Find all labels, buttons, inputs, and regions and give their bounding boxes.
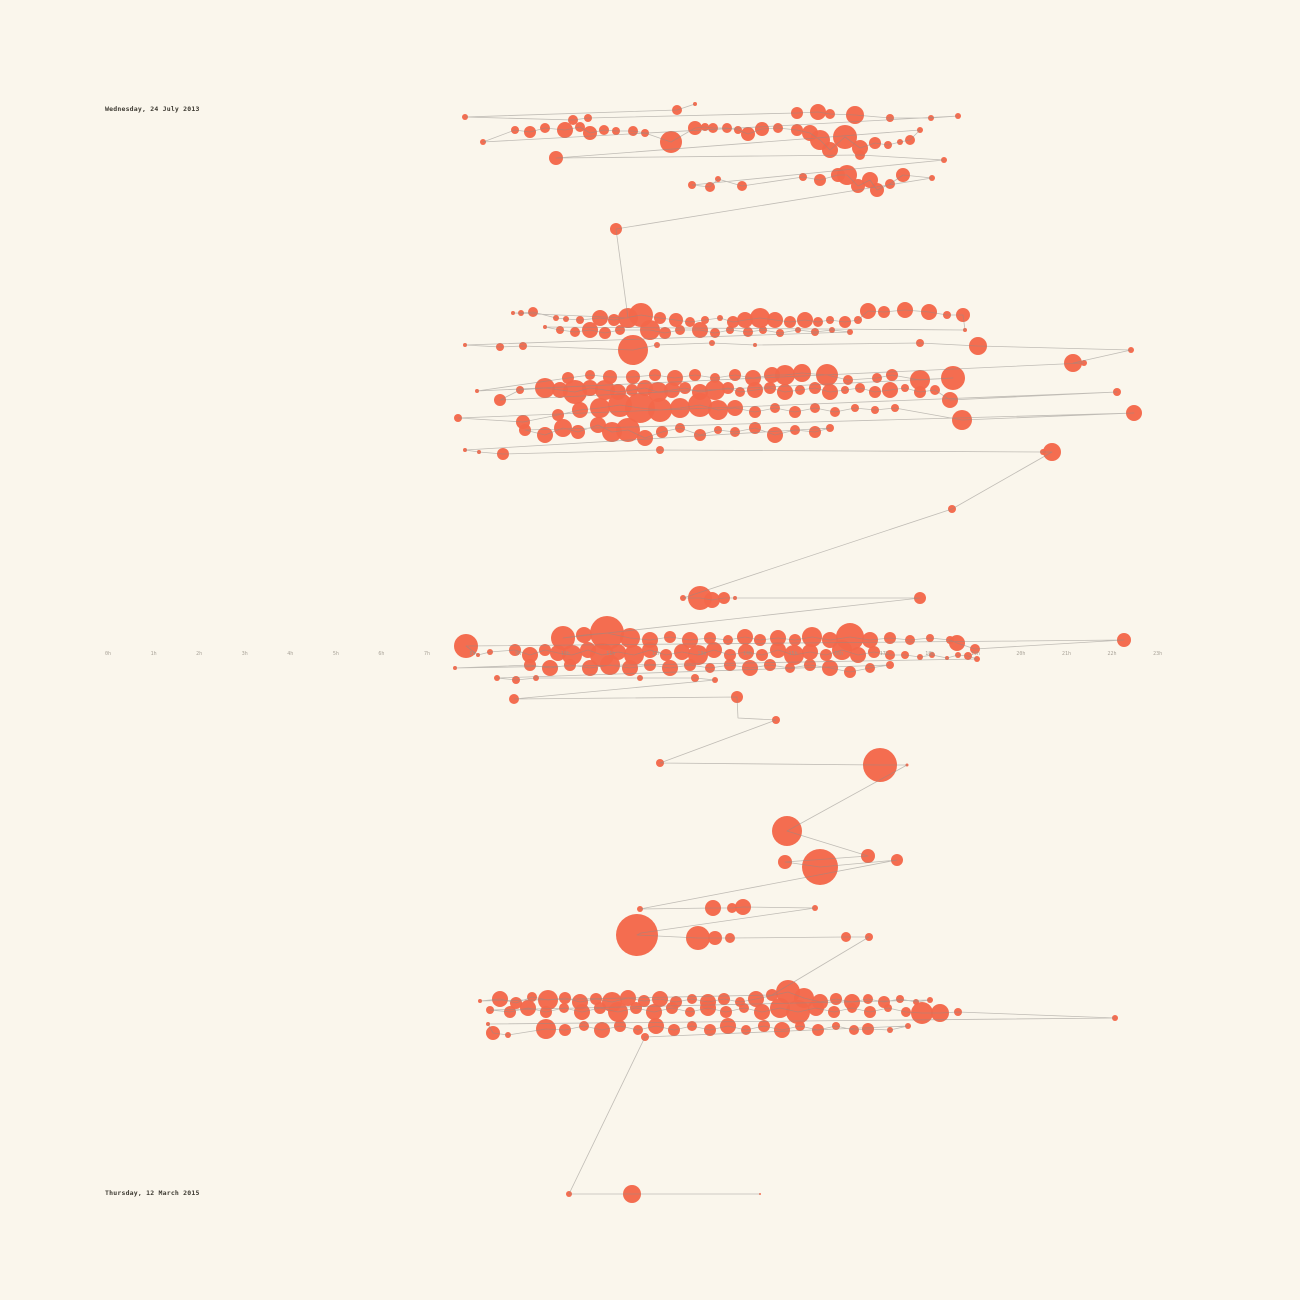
axis-hour-label: 4h: [287, 651, 293, 657]
end-date-label: Thursday, 12 March 2015: [105, 1189, 200, 1197]
axis-hour-label: 22h: [1108, 651, 1117, 657]
axis-hour-label: 15h: [789, 651, 798, 657]
chronological-connection-path: [454, 103, 1135, 1195]
axis-hour-label: 7h: [424, 651, 430, 657]
axis-hour-label: 23h: [1153, 651, 1162, 657]
axis-hour-label: 9h: [515, 651, 521, 657]
axis-hour-label: 19h: [971, 651, 980, 657]
axis-hour-label: 14h: [743, 651, 752, 657]
axis-hour-label: 3h: [242, 651, 248, 657]
axis-hour-label: 12h: [652, 651, 661, 657]
axis-hour-label: 21h: [1062, 651, 1071, 657]
axis-hour-label: 8h: [470, 651, 476, 657]
axis-hour-label: 11h: [606, 651, 615, 657]
axis-hour-label: 0h: [105, 651, 111, 657]
axis-hour-label: 2h: [196, 651, 202, 657]
start-date-label: Wednesday, 24 July 2013: [105, 105, 200, 113]
axis-hour-label: 16h: [834, 651, 843, 657]
axis-hour-label: 20h: [1016, 651, 1025, 657]
axis-hour-label: 5h: [333, 651, 339, 657]
axis-hour-label: 1h: [151, 651, 157, 657]
axis-hour-label: 6h: [378, 651, 384, 657]
axis-hour-label: 18h: [925, 651, 934, 657]
